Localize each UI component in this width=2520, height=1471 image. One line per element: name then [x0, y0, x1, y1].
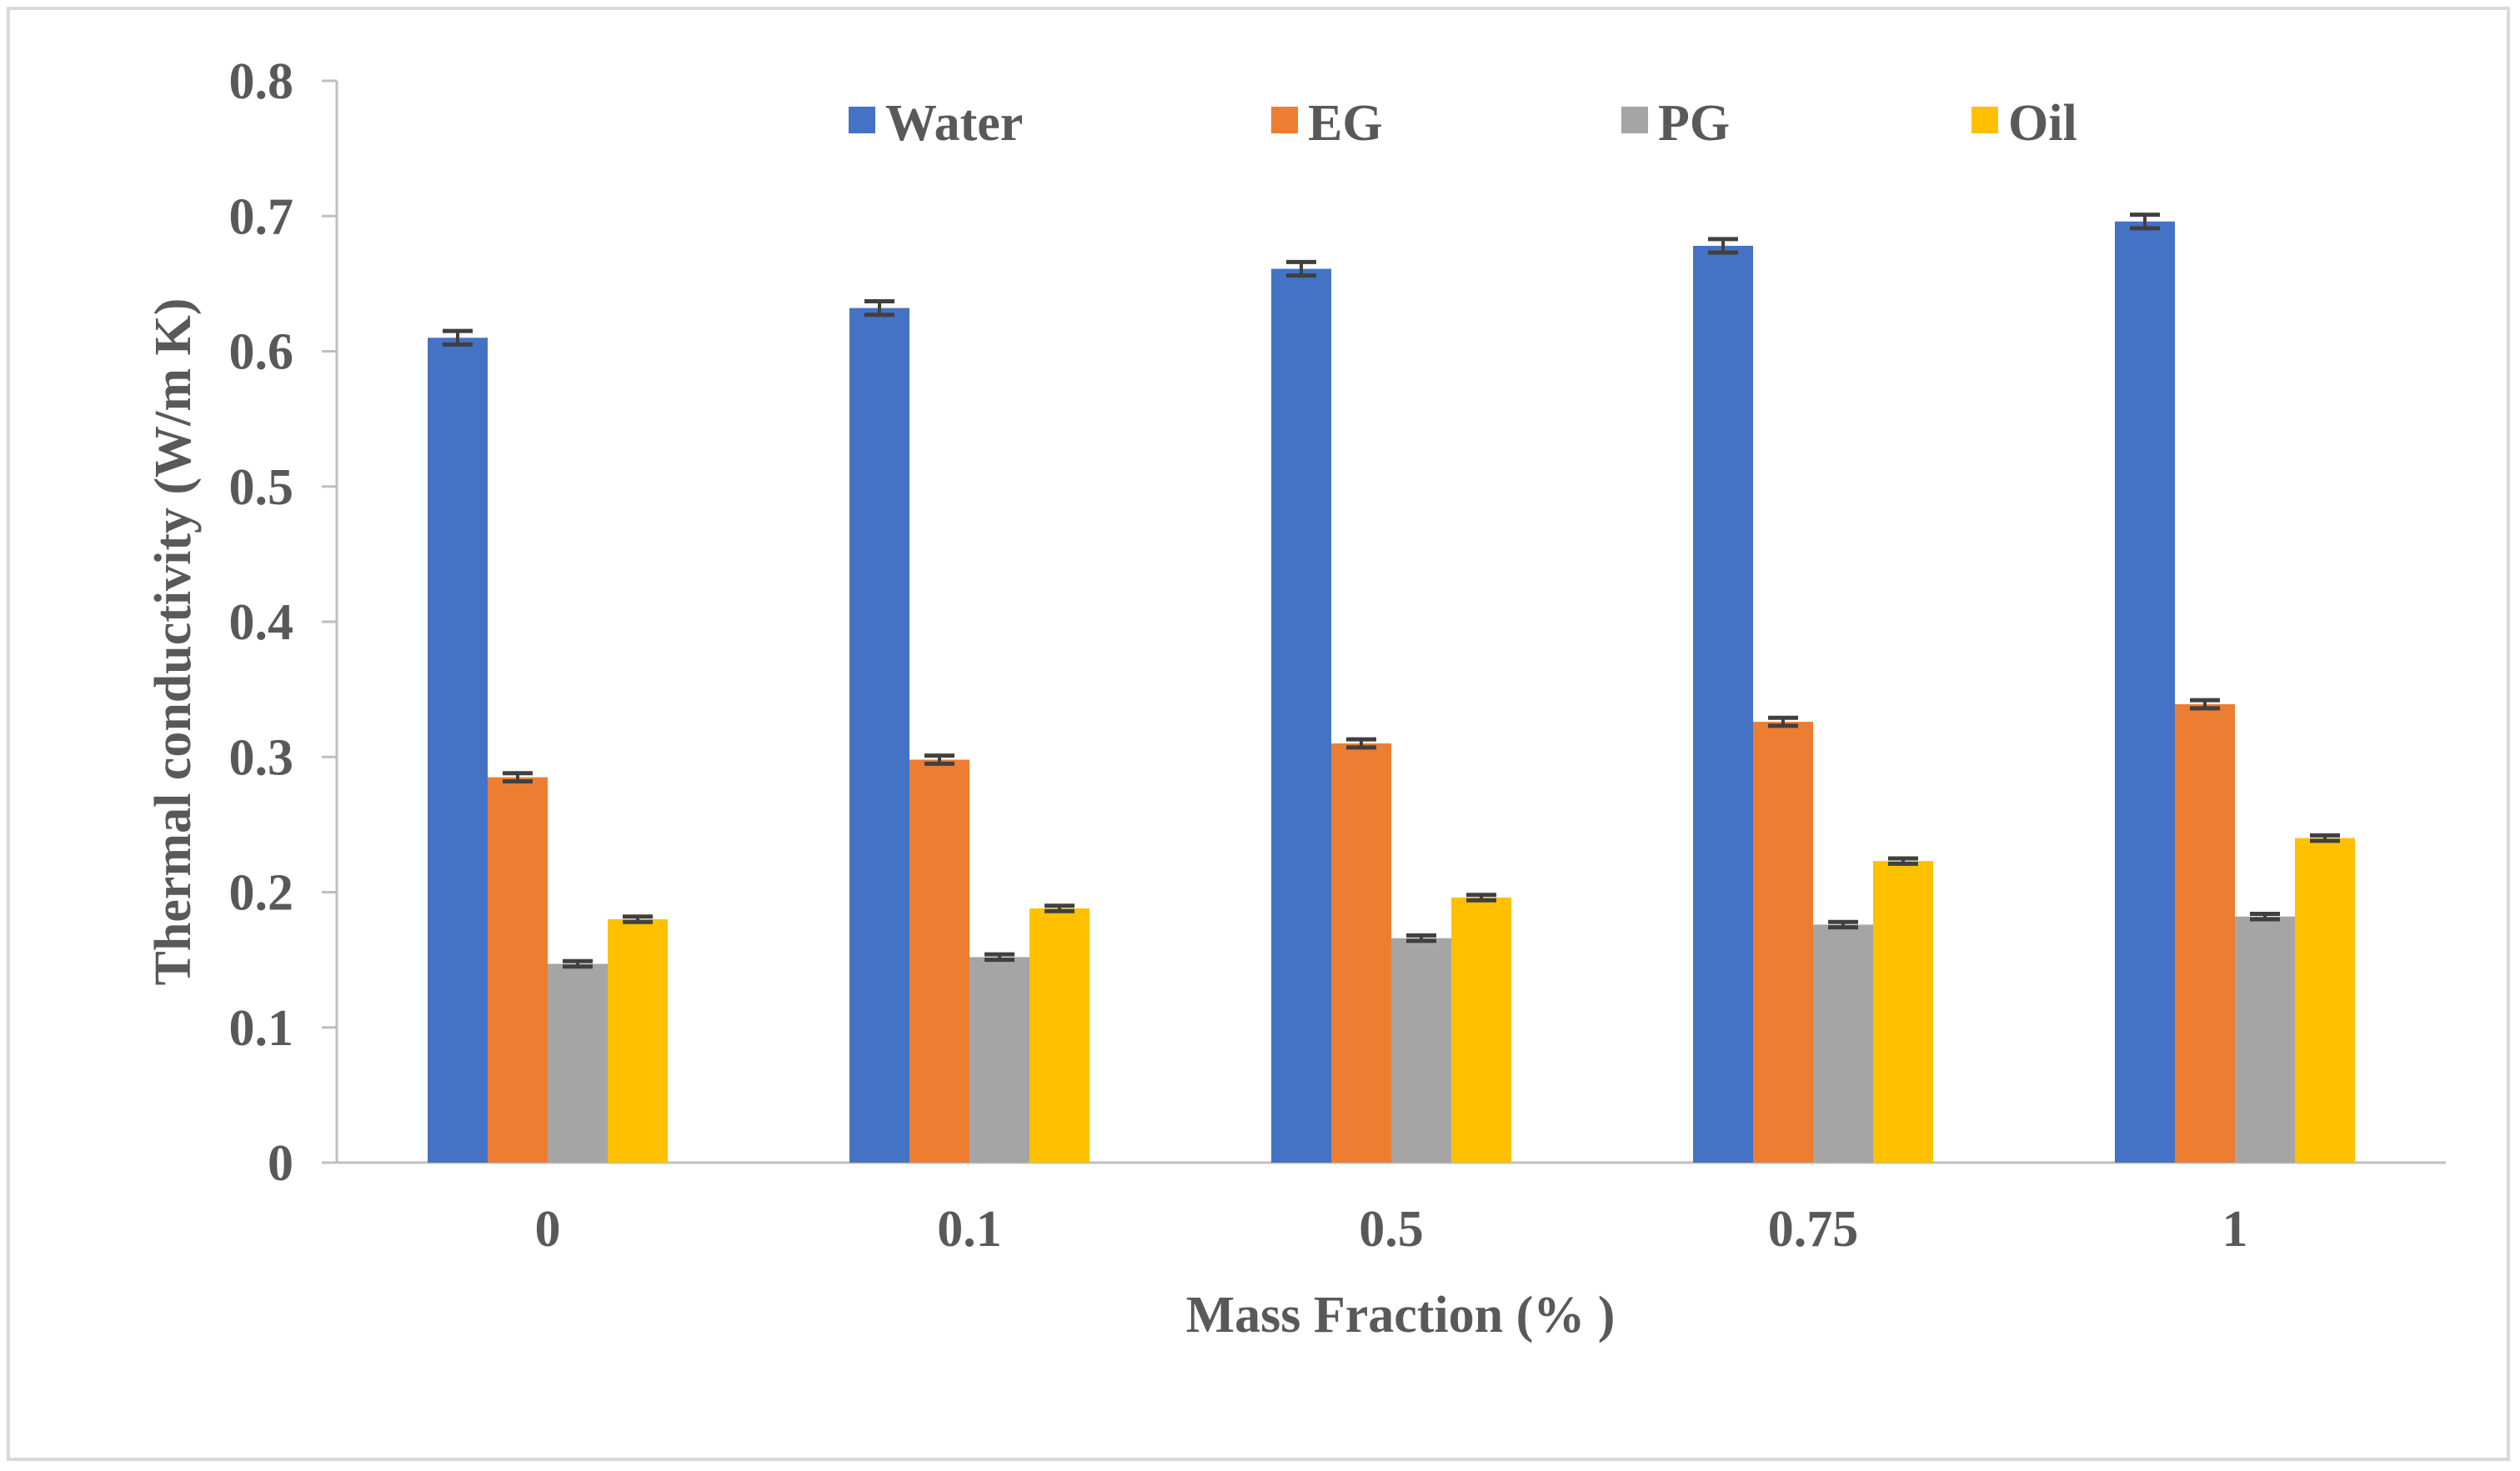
- y-tick-label: 0.2: [229, 865, 294, 922]
- legend-label-eg: EG: [1308, 95, 1383, 152]
- y-tick-label: 0: [268, 1135, 293, 1192]
- y-tick-label: 0.8: [229, 53, 294, 110]
- bar-water-0.5: [1271, 268, 1331, 1163]
- legend-swatch-pg: [1621, 107, 1648, 133]
- legend-swatch-water: [849, 107, 875, 133]
- bars: [428, 221, 2355, 1163]
- bar-eg-0.75: [1753, 722, 1813, 1163]
- bar-eg-1: [2175, 703, 2235, 1163]
- x-tick-label: 1: [2222, 1201, 2248, 1258]
- bar-oil-1: [2295, 838, 2355, 1163]
- x-tick-label: 0.1: [937, 1201, 1002, 1258]
- bar-oil-0.1: [1030, 908, 1090, 1163]
- bar-pg-1: [2235, 916, 2295, 1163]
- legend-swatch-eg: [1271, 107, 1298, 133]
- bar-eg-0: [488, 777, 548, 1163]
- x-tick-label: 0.5: [1359, 1201, 1424, 1258]
- bar-oil-0: [608, 918, 668, 1163]
- bar-water-1: [2115, 221, 2175, 1163]
- bar-eg-0.5: [1331, 743, 1391, 1163]
- bar-water-0.75: [1693, 245, 1753, 1163]
- axes: 0 0.1 0.2 0.3 0.4 0.5 0.6 0.7 0.8 0 0.1 0.5 0.75 1: [229, 53, 2446, 1258]
- chart-frame: [7, 7, 2510, 1461]
- y-tick-label: 0.7: [229, 188, 294, 245]
- legend-label-oil: Oil: [2008, 95, 2077, 152]
- bar-water-0: [428, 338, 488, 1163]
- legend: Water EG PG Oil: [849, 95, 2077, 152]
- x-axis-title: Mass Fraction (% ): [1186, 1287, 1616, 1343]
- bar-pg-0.1: [969, 957, 1030, 1163]
- legend-label-pg: PG: [1658, 95, 1730, 152]
- y-tick-label: 0.1: [229, 1000, 294, 1057]
- x-tick-label: 0.75: [1768, 1201, 1859, 1258]
- bar-oil-0.5: [1451, 897, 1511, 1163]
- bar-pg-0.75: [1813, 924, 1873, 1163]
- error-bars: [443, 213, 2340, 969]
- bar-eg-0.1: [909, 759, 969, 1163]
- legend-swatch-oil: [1971, 107, 1998, 133]
- bar-pg-0.5: [1391, 938, 1451, 1163]
- x-tick-label: 0: [535, 1201, 561, 1258]
- bar-oil-0.75: [1873, 861, 1933, 1163]
- y-tick-label: 0.3: [229, 729, 294, 786]
- y-tick-label: 0.5: [229, 459, 294, 516]
- bar-water-0.1: [849, 308, 909, 1163]
- y-axis-title: Thermal conductivity (W/m K): [145, 298, 202, 986]
- legend-label-water: Water: [885, 95, 1023, 152]
- y-tick-label: 0.4: [229, 594, 294, 651]
- y-tick-label: 0.6: [229, 324, 294, 381]
- bar-pg-0: [548, 963, 608, 1163]
